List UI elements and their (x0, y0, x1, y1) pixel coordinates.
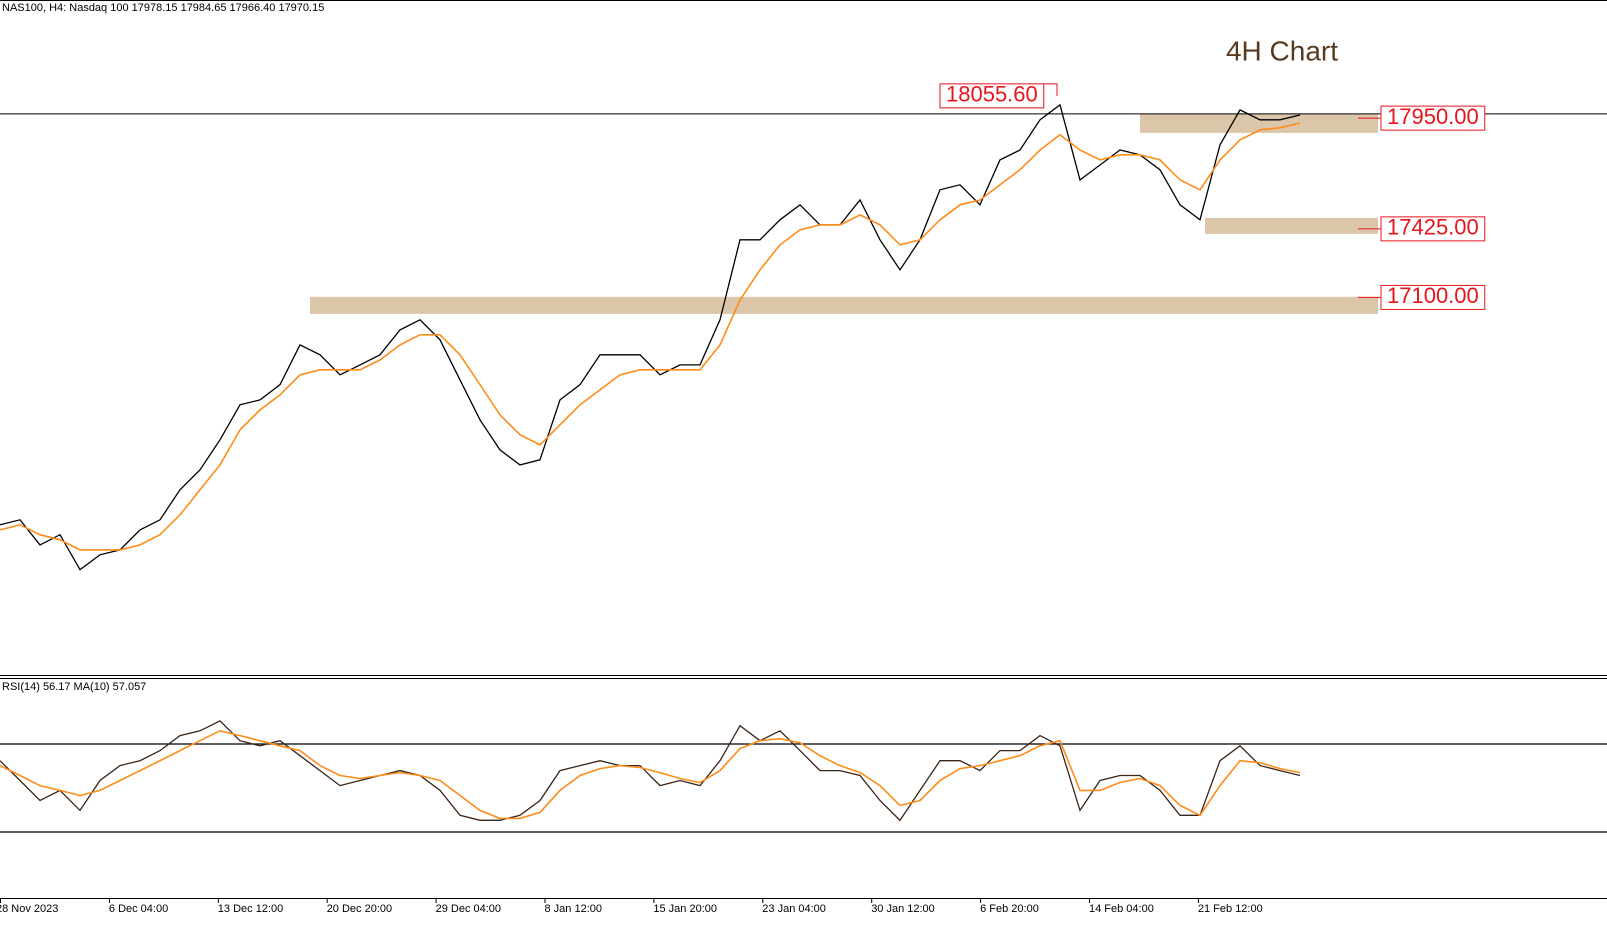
time-label: 6 Dec 04:00 (109, 903, 168, 915)
chart-header: NAS100, H4: Nasdaq 100 17978.15 17984.65… (2, 2, 324, 14)
rsi-label: RSI(14) 56.17 MA(10) 57.057 (2, 681, 146, 693)
time-label: 30 Jan 12:00 (871, 903, 935, 915)
time-label: 28 Nov 2023 (0, 903, 58, 915)
level-label-box (1380, 216, 1486, 242)
price-line (0, 103, 1301, 571)
support-zone (1140, 113, 1378, 133)
peak-label: 18055.60 (946, 82, 1038, 107)
time-label: 20 Dec 20:00 (327, 903, 392, 915)
time-label: 13 Dec 12:00 (218, 903, 283, 915)
time-label: 21 Feb 12:00 (1198, 903, 1263, 915)
peak-label-box (939, 83, 1045, 109)
level-label: 17950.00 (1387, 104, 1479, 129)
time-label: 23 Jan 04:00 (762, 903, 826, 915)
level-label-box (1380, 284, 1486, 310)
time-label: 15 Jan 20:00 (653, 903, 717, 915)
chart-title: 4H Chart (1226, 35, 1338, 66)
level-label: 17100.00 (1387, 283, 1479, 308)
peak-pointer (1043, 83, 1058, 96)
support-zone (310, 296, 1378, 314)
price-line (0, 729, 1301, 820)
level-label: 17425.00 (1387, 215, 1479, 240)
level-label-box (1380, 105, 1486, 131)
time-label: 6 Feb 20:00 (980, 903, 1039, 915)
time-label: 8 Jan 12:00 (545, 903, 603, 915)
time-label: 14 Feb 04:00 (1089, 903, 1154, 915)
price-line (0, 720, 1301, 822)
time-label: 29 Dec 04:00 (436, 903, 501, 915)
support-zone (1205, 217, 1378, 234)
price-line (0, 122, 1301, 551)
